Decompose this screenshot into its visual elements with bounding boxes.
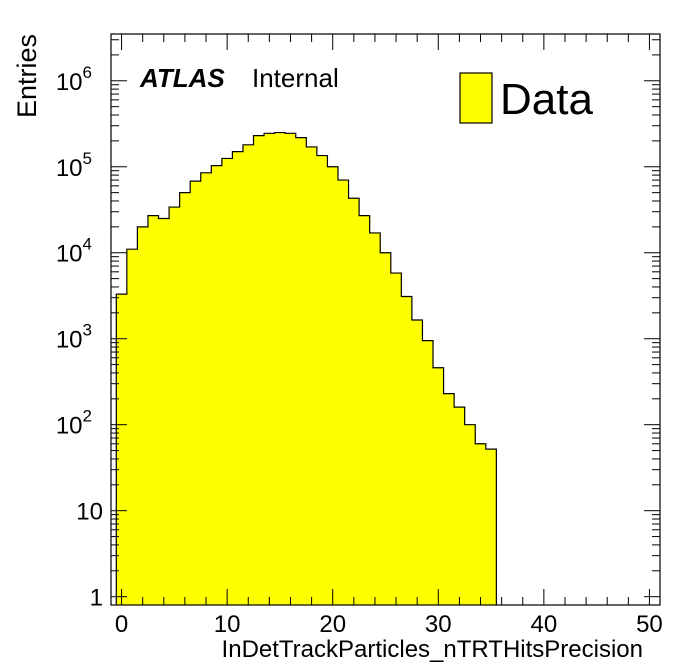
histogram-bin-28 (411, 320, 423, 605)
histogram-bin-31 (443, 393, 455, 605)
x-axis-label: InDetTrackParticles_nTRTHitsPrecision (222, 636, 643, 663)
histogram-bin-32 (454, 407, 466, 605)
histogram-bin-15 (274, 132, 286, 605)
histogram-bin-2 (137, 226, 149, 605)
x-tick-label-3: 30 (425, 611, 452, 638)
histogram-bin-14 (264, 133, 276, 605)
histogram-bin-4 (158, 218, 170, 605)
histogram-bin-13 (253, 135, 265, 605)
histogram-bin-12 (242, 144, 254, 606)
x-tick-label-5: 50 (636, 611, 663, 638)
histogram-bin-16 (285, 133, 297, 605)
histogram-outline (115, 131, 497, 605)
histogram-bin-7 (190, 181, 202, 605)
histogram-bin-19 (316, 155, 328, 605)
histogram-bin-10 (221, 158, 233, 606)
histogram-bin-34 (475, 443, 487, 605)
histogram-bin-29 (422, 340, 434, 605)
y-tick-label-4: 104 (56, 235, 92, 268)
x-tick-labels: 0 10 20 30 40 50 (115, 611, 663, 638)
histogram-bin-17 (295, 137, 307, 605)
histogram-bin-18 (306, 146, 318, 605)
histogram-bin-33 (464, 424, 476, 605)
histogram-bin-3 (147, 215, 159, 605)
y-tick-label-5: 105 (56, 149, 92, 182)
x-tick-label-4: 40 (531, 611, 558, 638)
y-tick-label-0: 1 (90, 585, 103, 612)
histogram-bin-1 (126, 249, 138, 606)
histogram-bin-27 (401, 296, 413, 605)
histogram-bars (116, 132, 497, 606)
histogram-bin-23 (359, 215, 371, 605)
histogram-bin-20 (327, 166, 339, 606)
x-tick-label-2: 20 (319, 611, 346, 638)
y-tick-labels: 1 10 102 103 104 105 106 (56, 63, 103, 612)
legend-label: Data (500, 75, 593, 124)
y-tick-label-1: 10 (76, 499, 103, 526)
histogram-bin-0 (116, 294, 128, 605)
histogram-bin-6 (179, 192, 191, 605)
atlas-label: ATLAS (139, 63, 225, 93)
y-tick-label-6: 106 (56, 63, 92, 96)
internal-label: Internal (252, 63, 339, 93)
axis-ticks (111, 34, 660, 605)
histogram-bin-24 (369, 232, 381, 605)
histogram-bin-5 (169, 207, 181, 606)
histogram-bin-30 (433, 367, 444, 605)
y-tick-label-2: 102 (56, 407, 92, 440)
legend: Data (459, 72, 593, 124)
plot-frame (110, 33, 661, 606)
legend-swatch (459, 72, 493, 124)
histogram-bin-25 (380, 252, 392, 605)
histogram-bin-9 (211, 165, 223, 605)
histogram-bin-21 (337, 180, 349, 606)
histogram-bin-35 (485, 449, 497, 605)
x-tick-label-0: 0 (115, 611, 128, 638)
histogram-bin-11 (232, 151, 244, 606)
histogram-bin-26 (390, 273, 402, 605)
y-axis-label: Entries (12, 34, 42, 118)
histogram-bin-22 (348, 198, 360, 605)
x-tick-label-1: 10 (214, 611, 241, 638)
histogram-bin-8 (200, 172, 212, 605)
y-tick-label-3: 103 (56, 321, 92, 354)
